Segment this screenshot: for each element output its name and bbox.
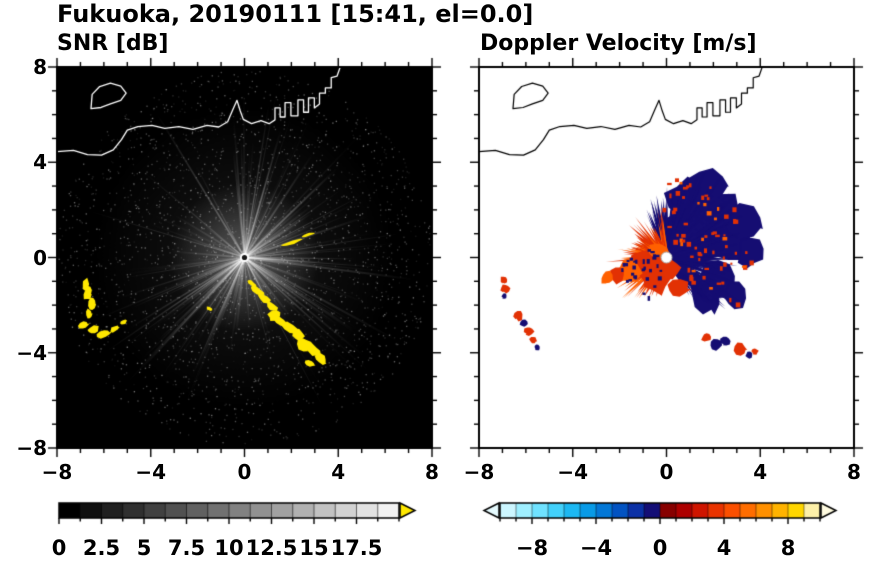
velocity-ppi-canvas	[465, 53, 868, 462]
x-tick-label: −8	[41, 460, 73, 484]
x-tick-label: 4	[753, 460, 768, 484]
velocity-colorbar-tick-label: −4	[579, 536, 613, 560]
x-tick-label: −4	[557, 460, 589, 484]
y-tick-label: 0	[33, 245, 47, 270]
snr-colorbar-tick-label: 15	[299, 536, 329, 560]
velocity-colorbar-tick-label: −8	[515, 536, 549, 560]
velocity-colorbar-tick-label: 4	[716, 536, 732, 560]
snr-colorbar-tick-label: 2.5	[82, 536, 121, 560]
velocity-colorbar-tick-label: 0	[652, 536, 668, 560]
x-tick-label: 0	[237, 460, 252, 484]
snr-colorbar-tick-label: 17.5	[330, 536, 383, 560]
velocity-colorbar-canvas	[478, 500, 842, 527]
y-tick-label: −8	[16, 436, 47, 460]
y-tick-label: −4	[16, 340, 47, 365]
snr-colorbar-canvas	[41, 500, 433, 527]
figure-title: Fukuoka, 20190111 [15:41, el=0.0]	[57, 0, 534, 28]
snr-ppi-canvas	[43, 53, 446, 462]
x-tick-label: 8	[847, 460, 861, 484]
x-tick-label: 8	[425, 460, 439, 484]
snr-colorbar-tick-label: 12.5	[245, 536, 298, 560]
snr-panel-title: SNR [dB]	[57, 31, 169, 56]
y-tick-label: 4	[33, 150, 47, 175]
snr-colorbar-tick-label: 10	[214, 536, 244, 560]
velocity-colorbar-tick-label: 8	[780, 536, 796, 560]
x-tick-label: 0	[659, 460, 674, 484]
snr-colorbar-tick-label: 7.5	[167, 536, 206, 560]
x-tick-label: −4	[135, 460, 167, 484]
snr-colorbar-tick-label: 0	[51, 536, 67, 560]
x-tick-label: −8	[463, 460, 495, 484]
y-tick-label: 8	[33, 55, 47, 79]
velocity-panel-title: Doppler Velocity [m/s]	[480, 31, 757, 56]
snr-colorbar-tick-label: 5	[136, 536, 152, 560]
x-tick-label: 4	[331, 460, 346, 484]
